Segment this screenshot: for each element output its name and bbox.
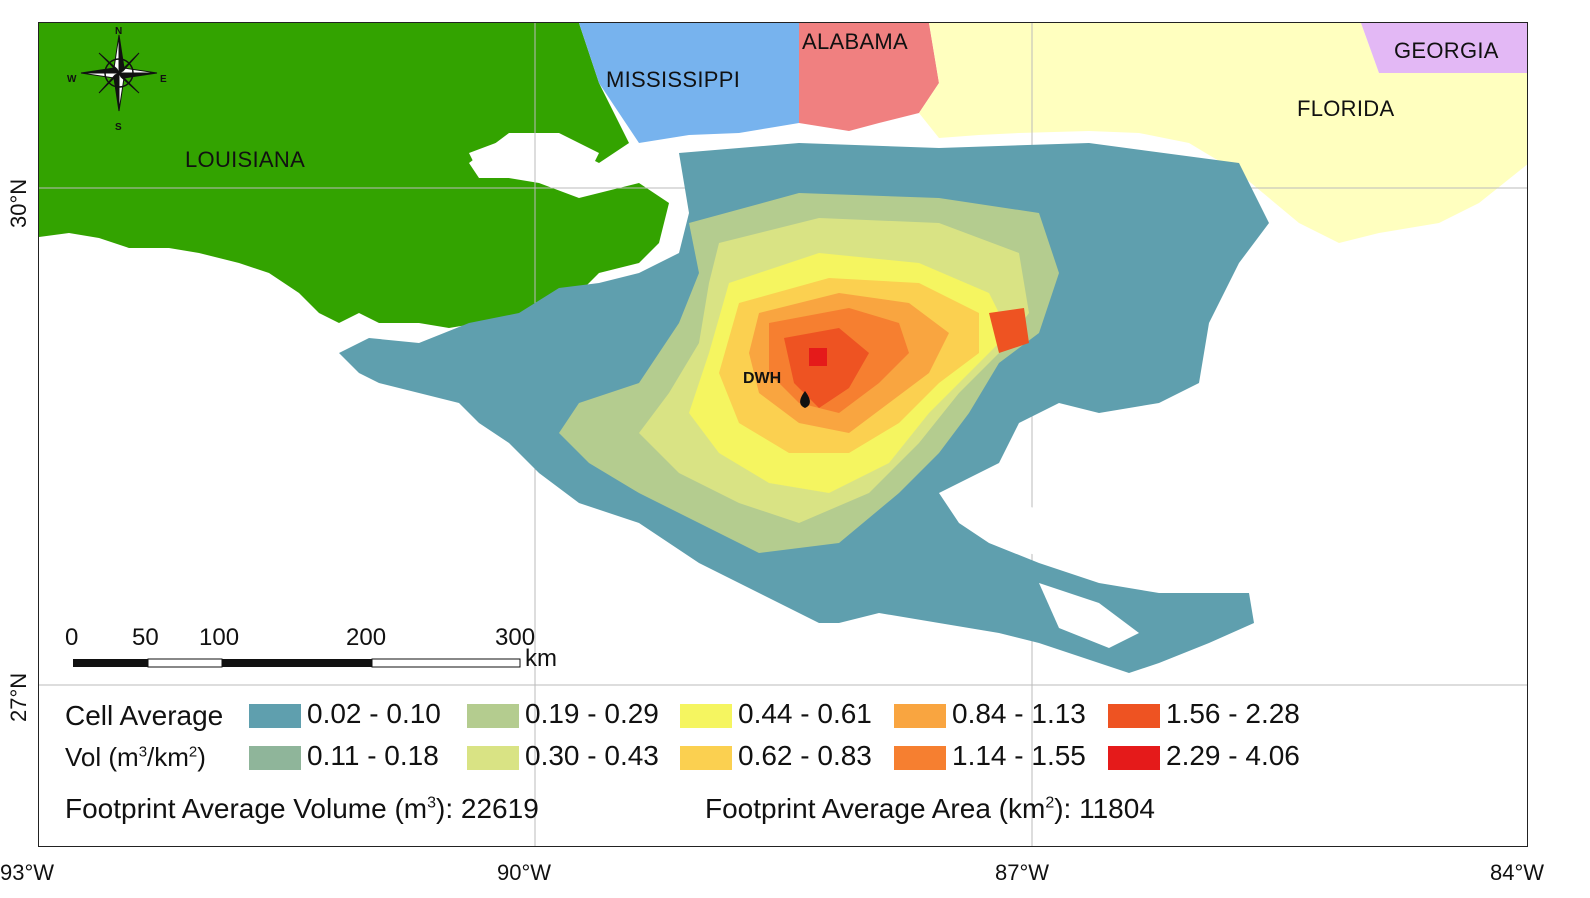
legend-title-line1: Cell Average — [65, 700, 224, 731]
footprint-class-9b — [989, 308, 1029, 353]
legend-range-5: 0.44 - 0.61 — [738, 698, 872, 729]
legend-swatch-6 — [680, 746, 732, 770]
area-sup: 2 — [1045, 794, 1055, 812]
lake-pontchartrain-shape — [469, 133, 599, 178]
footprint-class-9 — [784, 328, 869, 408]
area-prefix: Footprint Average Area (km — [705, 793, 1046, 824]
georgia-shape — [1361, 23, 1527, 73]
scale-tick-300: 300 — [495, 624, 536, 651]
legend-range-7: 0.84 - 1.13 — [952, 698, 1086, 729]
state-label-georgia: GEORGIA — [1394, 38, 1499, 63]
legend-title-sup1: 3 — [138, 743, 148, 761]
scale-tick-100: 100 — [199, 624, 240, 651]
legend-title-suffix: ) — [197, 742, 206, 772]
oil-footprint — [339, 143, 1269, 673]
legend-swatch-5 — [680, 704, 732, 728]
scale-bar — [73, 658, 521, 668]
state-label-alabama: ALABAMA — [802, 29, 909, 54]
footprint-area-text: Footprint Average Area (km2): 11804 — [705, 793, 1155, 825]
state-label-louisiana: LOUISIANA — [185, 147, 306, 172]
volume-sup: 3 — [427, 794, 437, 812]
legend-range-1: 0.02 - 0.10 — [307, 698, 441, 729]
legend-title-sup2: 2 — [188, 743, 198, 761]
legend-swatch-2 — [249, 746, 301, 770]
legend-range-9: 1.56 - 2.28 — [1166, 698, 1300, 729]
hole-2 — [1039, 583, 1139, 648]
legend-swatch-8 — [894, 746, 946, 770]
compass-rose-icon — [80, 34, 158, 112]
map-frame: LOUISIANA MISSISSIPPI ALABAMA FLORIDA GE… — [38, 22, 1528, 847]
lon-label-93w: 93°W — [0, 860, 55, 885]
lat-label-27n: 27°N — [6, 672, 31, 722]
legend-swatch-1 — [249, 704, 301, 728]
louisiana-shape — [39, 23, 689, 363]
compass-s-label: S — [115, 122, 122, 133]
legend: Cell Average Vol (m3/km2) 0.02 - 0.10 0.1… — [39, 688, 1527, 846]
legend-swatch-4 — [467, 746, 519, 770]
footprint-class-10 — [809, 348, 827, 366]
legend-range-2: 0.11 - 0.18 — [307, 740, 439, 771]
lon-label-90w: 90°W — [497, 860, 552, 885]
drop-icon — [800, 391, 810, 408]
lat-label-30n: 30°N — [6, 178, 31, 228]
legend-range-10: 2.29 - 4.06 — [1166, 740, 1300, 771]
legend-range-3: 0.19 - 0.29 — [525, 698, 659, 729]
map-canvas — [39, 23, 1527, 846]
legend-title-mid: /km — [147, 742, 189, 772]
state-label-florida: FLORIDA — [1297, 96, 1395, 121]
legend-swatch-3 — [467, 704, 519, 728]
compass-e-label: E — [160, 74, 167, 85]
dwh-site-label: DWH — [743, 370, 782, 387]
scale-tick-50: 50 — [132, 624, 159, 651]
legend-range-4: 0.30 - 0.43 — [525, 740, 659, 771]
legend-title-line2: Vol (m3/km2) — [65, 742, 206, 773]
legend-range-6: 0.62 - 0.83 — [738, 740, 872, 771]
compass-n-label: N — [115, 26, 123, 37]
area-suffix: ): 11804 — [1054, 793, 1155, 824]
lon-label-87w: 87°W — [995, 860, 1050, 885]
scale-unit: km — [525, 645, 557, 672]
volume-prefix: Footprint Average Volume (m — [65, 793, 428, 824]
legend-swatch-7 — [894, 704, 946, 728]
lon-label-84w: 84°W — [1490, 860, 1545, 885]
hole-1 — [949, 473, 1119, 573]
footprint-volume-text: Footprint Average Volume (m3): 22619 — [65, 793, 539, 825]
scale-tick-0: 0 — [65, 624, 79, 651]
scale-tick-200: 200 — [346, 624, 387, 651]
state-label-mississippi: MISSISSIPPI — [606, 67, 741, 92]
volume-suffix: ): 22619 — [436, 793, 539, 824]
legend-swatch-9 — [1108, 704, 1160, 728]
legend-range-8: 1.14 - 1.55 — [952, 740, 1086, 771]
legend-swatch-10 — [1108, 746, 1160, 770]
compass-w-label: W — [67, 74, 77, 85]
mississippi-shape — [579, 23, 799, 143]
alabama-shape — [799, 23, 939, 131]
legend-title-prefix: Vol (m — [65, 742, 139, 772]
